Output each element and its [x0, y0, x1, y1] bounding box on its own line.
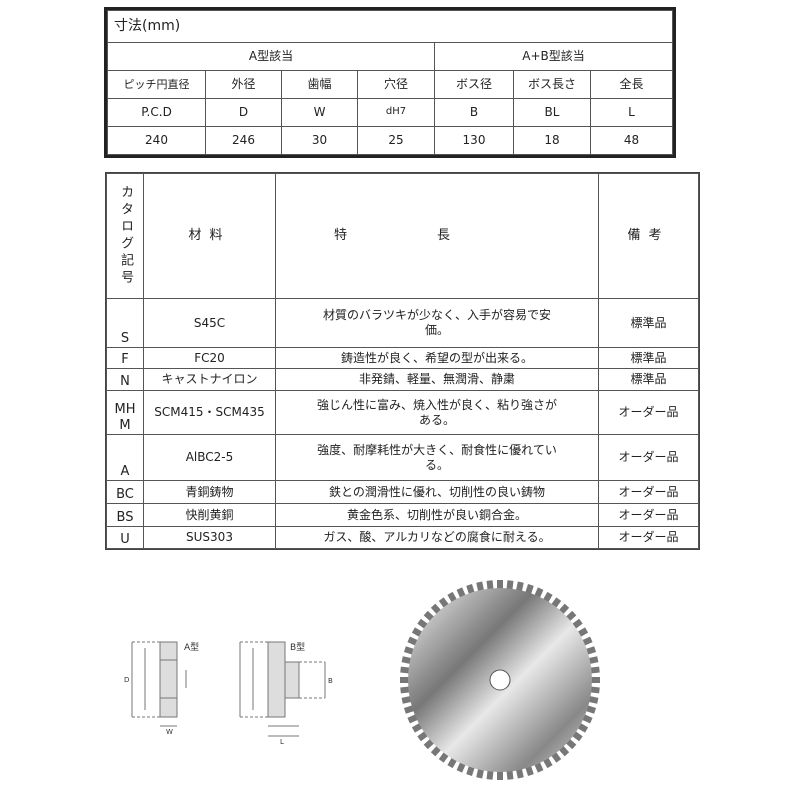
materials-header-row: カタログ記号 材料 特長 備考 — [106, 173, 699, 299]
material-row: S S45C 材質のバラツキが少なく、入手が容易で安価。 標準品 — [106, 298, 699, 348]
material-features: 非発錆、軽量、無潤滑、静粛 — [275, 368, 599, 391]
material-name: AlBC2-5 — [143, 434, 276, 481]
material-name: SCM415・SCM435 — [143, 390, 276, 435]
material-features: 鋳造性が良く、希望の型が出来る。 — [275, 347, 599, 369]
dimensions-title: 寸法(mm) — [106, 10, 674, 43]
material-row: A AlBC2-5 強度、耐摩耗性が大きく、耐食性に優れている。 オーダー品 — [106, 434, 699, 481]
material-code: MH M — [106, 390, 144, 435]
value-cell: 130 — [434, 126, 514, 155]
material-code: A — [106, 434, 144, 481]
header-cell: 外径 — [205, 70, 282, 99]
value-row: 240 246 30 25 130 18 48 — [107, 126, 674, 155]
svg-text:W: W — [166, 728, 173, 736]
material-row: MH M SCM415・SCM435 強じん性に富み、焼入性が良く、粘り強さがある。… — [106, 390, 699, 435]
header-cell: 全長 — [589, 70, 674, 99]
material-remarks: オーダー品 — [598, 503, 699, 527]
material-features: 鉄との潤滑性に優れ、切削性の良い鋳物 — [275, 480, 599, 504]
svg-text:L: L — [280, 738, 284, 746]
value-cell: 25 — [357, 126, 435, 155]
material-features: ガス、酸、アルカリなどの腐食に耐える。 — [275, 526, 599, 549]
material-name: 快削黄銅 — [143, 503, 276, 527]
group-a: A型該当 — [107, 42, 435, 71]
material-code: N — [106, 368, 144, 391]
header-remarks: 備考 — [598, 173, 699, 299]
material-features: 強じん性に富み、焼入性が良く、粘り強さがある。 — [275, 390, 599, 435]
gear-tooth — [497, 768, 503, 780]
symbol-cell: L — [589, 98, 674, 127]
header-cell: 穴径 — [357, 70, 435, 99]
dimensions-table: 寸法(mm) A型該当 A+B型該当 ピッチ円直径 外径 歯幅 穴径 ボス径 ボ… — [103, 7, 677, 158]
group-ab: A+B型該当 — [433, 42, 674, 71]
type-a-label: A型 — [184, 642, 199, 653]
header-code: カタログ記号 — [106, 173, 144, 299]
material-remarks: オーダー品 — [598, 434, 699, 481]
value-cell: 48 — [589, 126, 674, 155]
material-row: BS 快削黄銅 黄金色系、切削性が良い銅合金。 オーダー品 — [106, 503, 699, 527]
material-features: 材質のバラツキが少なく、入手が容易で安価。 — [275, 298, 599, 348]
material-code: BC — [106, 480, 144, 504]
symbol-cell: dH7 — [357, 98, 435, 127]
header-features: 特長 — [275, 173, 599, 299]
gear-tooth — [497, 580, 503, 592]
value-cell: 30 — [281, 126, 358, 155]
material-code: F — [106, 347, 144, 369]
header-cell: ボス径 — [434, 70, 514, 99]
material-name: FC20 — [143, 347, 276, 369]
material-features: 黄金色系、切削性が良い銅合金。 — [275, 503, 599, 527]
material-remarks: 標準品 — [598, 298, 699, 348]
svg-text:B: B — [328, 677, 333, 685]
material-row: F FC20 鋳造性が良く、希望の型が出来る。 標準品 — [106, 347, 699, 369]
materials-table: カタログ記号 材料 特長 備考 S S45C 材質のバラツキが少なく、入手が容易で安… — [105, 172, 700, 550]
type-b-drawing: B型 B L — [239, 641, 333, 746]
header-row: ピッチ円直径 外径 歯幅 穴径 ボス径 ボス長さ 全長 — [107, 70, 674, 99]
material-name: キャストナイロン — [143, 368, 276, 391]
material-remarks: 標準品 — [598, 368, 699, 391]
symbol-cell: B — [434, 98, 514, 127]
material-remarks: 標準品 — [598, 347, 699, 369]
material-code: U — [106, 526, 144, 549]
material-name: SUS303 — [143, 526, 276, 549]
gear-photo — [400, 580, 600, 780]
value-cell: 246 — [205, 126, 282, 155]
type-b-label: B型 — [290, 642, 305, 653]
symbol-cell: BL — [513, 98, 591, 127]
material-row: N キャストナイロン 非発錆、軽量、無潤滑、静粛 標準品 — [106, 368, 699, 391]
value-cell: 240 — [107, 126, 206, 155]
material-name: S45C — [143, 298, 276, 348]
header-cell: ピッチ円直径 — [107, 70, 206, 99]
svg-text:D: D — [124, 676, 129, 684]
material-remarks: オーダー品 — [598, 480, 699, 504]
type-a-drawing: A型 D W — [124, 641, 199, 736]
symbol-cell: W — [281, 98, 358, 127]
material-remarks: オーダー品 — [598, 390, 699, 435]
header-cell: 歯幅 — [281, 70, 358, 99]
symbol-cell: P.C.D — [107, 98, 206, 127]
material-code: S — [106, 298, 144, 348]
material-name: 青銅鋳物 — [143, 480, 276, 504]
header-cell: ボス長さ — [513, 70, 591, 99]
material-remarks: オーダー品 — [598, 526, 699, 549]
material-row: BC 青銅鋳物 鉄との潤滑性に優れ、切削性の良い鋳物 オーダー品 — [106, 480, 699, 504]
header-material: 材料 — [143, 173, 276, 299]
material-code: BS — [106, 503, 144, 527]
symbol-row: P.C.D D W dH7 B BL L — [107, 98, 674, 127]
symbol-cell: D — [205, 98, 282, 127]
value-cell: 18 — [513, 126, 591, 155]
material-features: 強度、耐摩耗性が大きく、耐食性に優れている。 — [275, 434, 599, 481]
material-row: U SUS303 ガス、酸、アルカリなどの腐食に耐える。 オーダー品 — [106, 526, 699, 549]
